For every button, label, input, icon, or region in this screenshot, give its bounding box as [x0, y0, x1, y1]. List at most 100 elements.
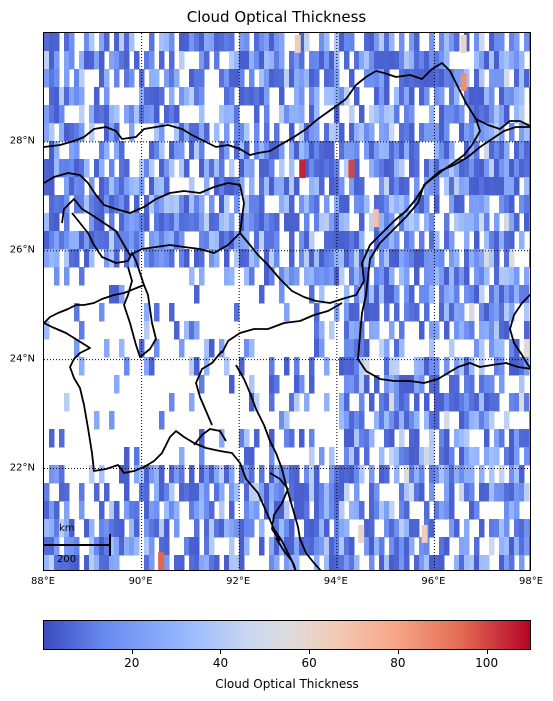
cloud-cell	[44, 105, 50, 124]
cloud-cell	[294, 555, 300, 570]
cloud-cell	[219, 429, 225, 448]
cloud-cell	[419, 87, 425, 106]
cloud-cell	[154, 519, 160, 538]
cloud-cell	[329, 321, 335, 340]
cloud-cell	[409, 231, 415, 250]
cloud-cell	[154, 195, 160, 214]
cloud-cell	[99, 177, 105, 196]
cloud-cell	[279, 33, 285, 52]
cloud-cell	[464, 483, 470, 502]
cloud-cell	[279, 69, 285, 88]
cloud-cell	[514, 465, 520, 484]
cloud-cell	[344, 87, 350, 106]
cloud-cell	[354, 483, 360, 502]
cloud-cell	[194, 69, 200, 88]
cloud-cell	[314, 249, 320, 268]
cloud-cell	[394, 105, 400, 124]
cloud-cell	[294, 393, 300, 412]
cloud-cell	[484, 51, 490, 70]
cloud-cell	[414, 411, 420, 430]
cloud-cell	[79, 357, 85, 376]
cloud-cell	[404, 87, 410, 106]
cloud-cell	[309, 375, 315, 394]
cloud-cell	[309, 51, 315, 70]
cloud-cell	[169, 141, 175, 160]
cloud-cell	[314, 339, 320, 358]
cloud-cell	[349, 141, 355, 160]
cloud-cell	[419, 375, 425, 394]
cloud-cell	[249, 249, 255, 268]
cloud-cell	[224, 177, 230, 196]
cloud-cell	[259, 51, 265, 70]
cloud-cell	[144, 249, 150, 268]
cloud-cell	[104, 537, 110, 556]
cloud-cell	[294, 537, 300, 556]
cloud-cell	[374, 537, 380, 556]
cloud-cell	[389, 33, 395, 52]
cloud-cell	[519, 537, 525, 556]
cloud-cell	[274, 519, 280, 538]
cloud-cell	[479, 33, 485, 52]
cloud-cell	[444, 213, 450, 232]
cloud-cell	[174, 231, 180, 250]
cloud-cell	[79, 159, 85, 178]
cloud-cell	[79, 123, 85, 142]
cloud-cell	[99, 33, 105, 52]
cloud-cell	[314, 465, 320, 484]
cloud-cell	[234, 483, 240, 502]
cloud-cell	[374, 141, 380, 160]
cloud-cell	[89, 51, 95, 70]
cloud-cell	[114, 33, 120, 52]
colorbar-tick	[131, 650, 133, 654]
cloud-cell	[389, 519, 395, 538]
cloud-cell	[259, 69, 265, 88]
colorbar-tick	[397, 650, 399, 654]
cloud-cell	[69, 177, 75, 196]
cloud-cell	[494, 141, 500, 160]
cloud-cell	[524, 177, 530, 196]
cloud-cell	[404, 501, 410, 520]
cloud-cell	[174, 141, 180, 160]
cloud-cell	[489, 483, 495, 502]
cloud-cell	[194, 519, 200, 538]
cloud-cell	[129, 213, 135, 232]
cloud-cell	[519, 159, 525, 178]
cloud-cell	[494, 357, 500, 376]
cloud-cell	[494, 213, 500, 232]
cloud-cell	[199, 501, 205, 520]
cloud-cell	[294, 501, 300, 520]
cloud-cell	[459, 429, 465, 448]
cloud-cell	[529, 123, 530, 142]
cloud-cell	[339, 213, 345, 232]
cloud-cell	[89, 555, 95, 570]
cloud-cell	[64, 123, 70, 142]
cloud-cell	[394, 51, 400, 70]
cloud-cell	[304, 267, 310, 286]
longitude-label: 96°E	[421, 576, 446, 587]
cloud-cell	[74, 177, 80, 196]
cloud-cell	[344, 231, 350, 250]
cloud-cell	[74, 141, 80, 160]
cloud-cell	[254, 501, 260, 520]
cloud-cell	[304, 519, 310, 538]
cloud-cell	[429, 375, 435, 394]
cloud-cell	[464, 537, 470, 556]
cloud-cell	[289, 465, 295, 484]
cloud-cell	[199, 465, 205, 484]
cloud-cell	[239, 429, 245, 448]
cloud-cell	[424, 51, 430, 70]
cloud-cell	[459, 537, 465, 556]
cloud-cell	[169, 33, 175, 52]
cloud-cell	[64, 51, 70, 70]
cloud-cell	[529, 69, 530, 88]
cloud-cell	[199, 267, 205, 286]
cloud-cell	[224, 123, 230, 142]
cloud-cell	[289, 195, 295, 214]
cloud-cell	[384, 357, 390, 376]
cloud-cell	[224, 213, 230, 232]
cloud-cell	[249, 195, 255, 214]
cloud-cell	[479, 465, 485, 484]
cloud-cell	[469, 393, 475, 412]
cloud-cell	[239, 123, 245, 142]
cloud-cell	[189, 33, 195, 52]
